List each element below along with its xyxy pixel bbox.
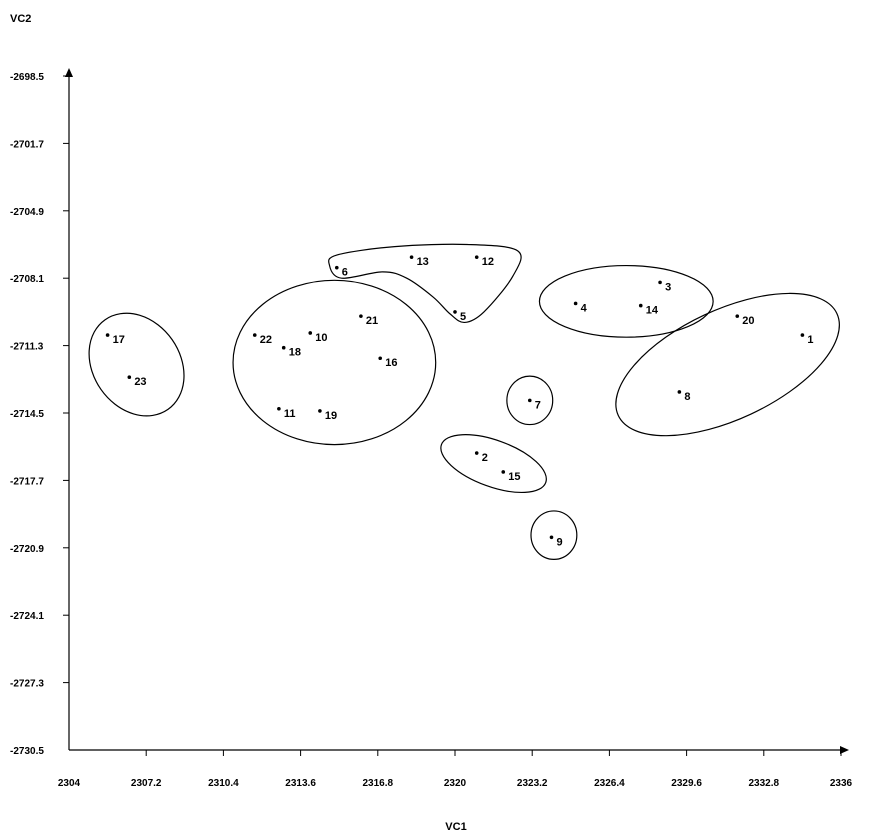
x-tick-label: 2316.8 [363,778,394,789]
y-tick-label: -2701.7 [10,139,44,150]
y-tick-label: -2698.5 [10,72,44,83]
point-label: 11 [284,408,296,420]
point-marker [658,280,662,285]
cluster-blob [328,243,522,324]
point-marker [501,470,506,474]
point-marker [318,409,322,413]
point-label: 22 [260,334,272,346]
point-marker [281,345,286,350]
cluster-ellipse [232,279,437,446]
x-tick-label: 2307.2 [131,778,162,789]
point-marker [359,314,363,318]
point-marker [677,390,682,394]
point-marker [549,535,554,540]
x-tick-label: 2313.6 [285,778,316,789]
point-label: 10 [315,332,327,344]
point-label: 18 [289,347,301,359]
point-marker [573,301,578,306]
point-label: 3 [665,281,671,293]
x-tick-label: 2336 [830,778,853,789]
cluster-ellipse [530,510,578,560]
y-axis-arrow [65,68,73,77]
chart-axes: 2304 2307.2 2310.4 2313.6 2316.8 2320 2323.2 23… [10,68,853,789]
point-marker [308,331,313,335]
x-tick-label: 2326.4 [594,778,625,789]
point-label: 23 [134,376,146,388]
point-marker [105,333,110,337]
y-tick-label: -2714.5 [10,409,44,420]
point-marker [474,255,479,259]
point-label: 1 [807,334,813,346]
point-marker [378,356,383,361]
y-tick-label: -2708.1 [10,274,44,285]
y-tick-label: -2717.7 [10,476,44,487]
point-marker [735,314,740,318]
point-label: 21 [366,315,378,327]
cluster-ellipse [506,375,554,426]
point-label: 8 [684,391,690,403]
point-label: 17 [113,334,125,346]
point-marker [334,265,339,270]
point-marker [527,398,532,403]
x-axis-arrow [840,746,849,754]
point-label: 20 [742,315,754,327]
y-tick-label: -2730.5 [10,746,44,757]
point-marker [277,406,281,411]
point-marker [252,333,257,337]
point-marker [453,310,457,314]
cluster-ellipse [88,312,185,417]
point-label: 12 [482,256,494,268]
point-label: 16 [385,357,397,369]
point-label: 7 [535,399,541,411]
point-label: 2 [482,452,488,464]
y-axis-title: VC2 [10,13,31,25]
point-label: 9 [557,536,563,548]
x-tick-label: 2323.2 [517,778,548,789]
cluster-ellipse [440,434,547,494]
y-tick-label: -2727.3 [10,679,44,690]
point-label: 4 [581,302,588,314]
point-label: 15 [508,471,520,483]
point-label: 19 [325,410,337,422]
point-marker [409,255,414,259]
cluster-outlines [88,243,840,560]
x-axis-title: VC1 [445,821,466,833]
x-tick-label: 2332.8 [749,778,780,789]
point-label: 5 [460,311,466,323]
point-label: 6 [342,267,348,279]
x-tick-label: 2310.4 [208,778,239,789]
y-tick-label: -2720.9 [10,544,44,555]
point-marker [127,375,132,379]
x-tick-label: 2304 [58,778,81,789]
y-tick-label: -2704.9 [10,207,44,218]
point-marker [638,303,643,308]
point-label: 13 [417,256,429,268]
x-tick-label: 2329.6 [671,778,702,789]
y-tick-label: -2711.3 [10,342,44,353]
point-label: 14 [646,305,659,317]
cluster-ellipse [615,292,840,437]
y-tick-label: -2724.1 [10,611,44,622]
point-marker [474,451,479,455]
x-tick-label: 2320 [444,778,467,789]
cluster-ellipse [538,264,714,338]
point-marker [800,333,805,337]
